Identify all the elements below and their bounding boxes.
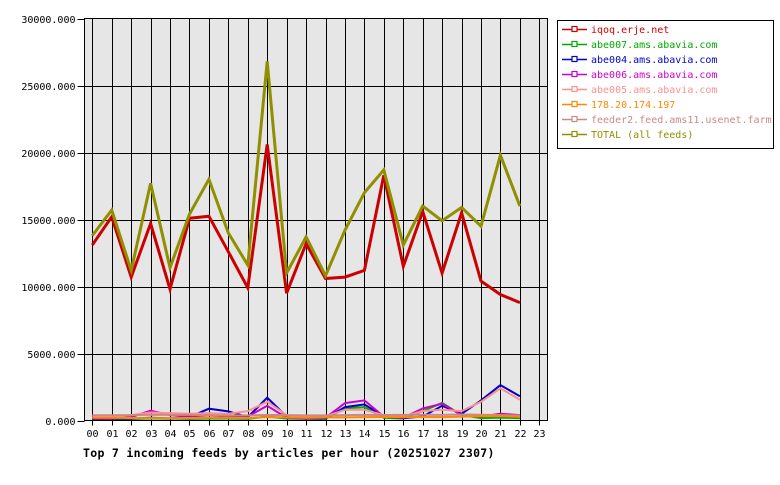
legend-sample-marker-abe004-ams-abavia-com [571, 55, 578, 63]
legend-row-total-all-feeds-: TOTAL (all feeds) [562, 130, 693, 141]
series-line-feeder2-feed-ams11-usenet-farm [92, 413, 520, 417]
legend-label-abe007-ams-abavia-com: abe007.ams.abavia.com [591, 40, 717, 51]
xtick-label-05: 05 [183, 429, 195, 440]
gridlines [84, 18, 548, 421]
xtick-label-00: 00 [86, 429, 98, 440]
ytick-label-10000.000: 10000.000 [21, 283, 75, 294]
xtick-label-23: 23 [533, 429, 545, 440]
xtick-label-14: 14 [358, 429, 370, 440]
xtick-label-22: 22 [514, 429, 526, 440]
legend-label-iqoq-erje-net: iqoq.erje.net [591, 25, 669, 36]
axis-labels: 0.000 5000.000 10000.000 15000.000 20000.000… [21, 15, 545, 440]
xtick-label-16: 16 [397, 429, 409, 440]
legend-sample-marker-feeder2-feed-ams11-usenet-farm [571, 115, 578, 123]
legend-row-iqoq-erje-net: iqoq.erje.net [562, 25, 669, 36]
legend-label-178-20-174-197: 178.20.174.197 [591, 100, 675, 111]
legend-label-abe004-ams-abavia-com: abe004.ams.abavia.com [591, 55, 717, 66]
xtick-label-07: 07 [222, 429, 234, 440]
ytick-label-15000.000: 15000.000 [21, 216, 75, 227]
xtick-label-20: 20 [475, 429, 487, 440]
ytick-label-25000.000: 25000.000 [21, 82, 75, 93]
ytick-label-20000.000: 20000.000 [21, 149, 75, 160]
xtick-label-02: 02 [125, 429, 137, 440]
xtick-label-06: 06 [203, 429, 215, 440]
plot-background [84, 18, 548, 421]
legend-row-abe007-ams-abavia-com: abe007.ams.abavia.com [562, 40, 717, 51]
xtick-label-19: 19 [456, 429, 468, 440]
xtick-label-03: 03 [145, 429, 157, 440]
ytick-label-0.000: 0.000 [45, 417, 75, 428]
legend-row-178-20-174-197: 178.20.174.197 [562, 100, 675, 111]
xtick-label-18: 18 [436, 429, 448, 440]
legend-frame [557, 20, 774, 149]
legend-box: iqoq.erje.net abe007.ams.abavia.com abe004… [557, 20, 774, 149]
legend-label-abe006-ams-abavia-com: abe006.ams.abavia.com [591, 70, 717, 81]
legend-sample-marker-abe006-ams-abavia-com [571, 70, 578, 78]
xtick-label-10: 10 [281, 429, 293, 440]
legend-sample-marker-abe007-ams-abavia-com [571, 40, 578, 48]
xtick-label-15: 15 [378, 429, 390, 440]
xtick-label-13: 13 [339, 429, 351, 440]
legend-sample-marker-iqoq-erje-net [571, 25, 578, 33]
xtick-label-01: 01 [106, 429, 118, 440]
plot-area [84, 18, 548, 421]
legend-row-abe005-ams-abavia-com: abe005.ams.abavia.com [562, 85, 717, 96]
series-lines [91, 61, 522, 421]
plot-border [84, 18, 548, 421]
xtick-label-08: 08 [242, 429, 254, 440]
chart-title: Top 7 incoming feeds by articles per hou… [83, 446, 495, 460]
legend-row-abe006-ams-abavia-com: abe006.ams.abavia.com [562, 70, 717, 81]
legend-label-feeder2-feed-ams11-usenet-farm: feeder2.feed.ams11.usenet.farm [591, 115, 772, 126]
legend-sample-marker-total-all-feeds- [571, 130, 578, 138]
plot-frame [84, 18, 548, 421]
xtick-label-09: 09 [261, 429, 273, 440]
ytick-label-5000.000: 5000.000 [27, 350, 75, 361]
legend-row-feeder2-feed-ams11-usenet-farm: feeder2.feed.ams11.usenet.farm [562, 115, 772, 126]
axis-ticks [77, 19, 540, 426]
legend-sample-marker-abe005-ams-abavia-com [571, 85, 578, 93]
xtick-label-21: 21 [494, 429, 506, 440]
series-line-iqoq-erje-net [91, 144, 521, 304]
series-line-total-all-feeds- [91, 61, 522, 280]
xtick-label-17: 17 [417, 429, 429, 440]
legend-label-abe005-ams-abavia-com: abe005.ams.abavia.com [591, 85, 717, 96]
legend-sample-marker-178-20-174-197 [571, 100, 578, 108]
legend-label-total-all-feeds-: TOTAL (all feeds) [591, 130, 693, 141]
xtick-label-12: 12 [320, 429, 332, 440]
series-line-178-20-174-197 [92, 415, 520, 420]
xtick-label-04: 04 [164, 429, 176, 440]
xtick-label-11: 11 [300, 429, 312, 440]
ytick-label-30000.000: 30000.000 [21, 15, 75, 26]
legend-row-abe004-ams-abavia-com: abe004.ams.abavia.com [562, 55, 717, 66]
